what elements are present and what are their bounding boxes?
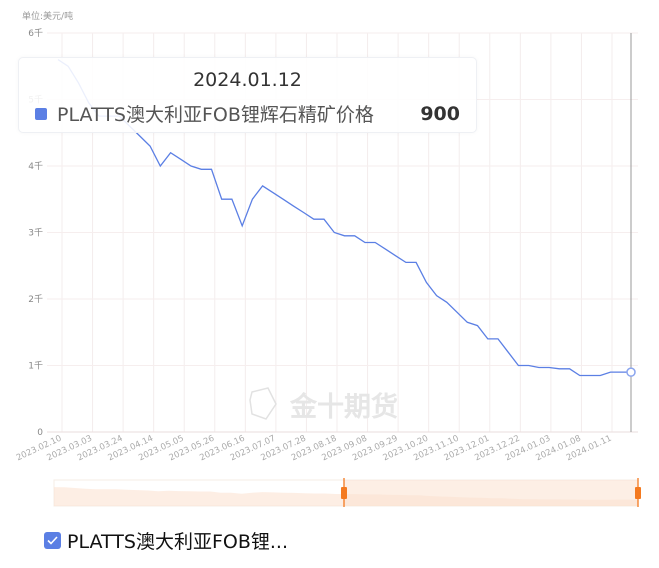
- legend-label: PLATTS澳大利亚FOB锂...: [67, 531, 288, 553]
- checkbox-checked-icon[interactable]: [44, 532, 61, 549]
- datazoom-selection: [344, 480, 638, 506]
- y-tick-label: 1千: [28, 361, 43, 372]
- datazoom-handle-right[interactable]: [635, 478, 641, 507]
- highlighted-point: [626, 367, 636, 377]
- y-tick-label: 3千: [28, 228, 43, 239]
- unit-label: 单位:美元/吨: [22, 12, 74, 22]
- y-tick-label: 6千: [28, 28, 43, 39]
- tooltip-value: 900: [420, 102, 460, 125]
- datazoom-handle-left[interactable]: [341, 478, 347, 507]
- line-chart: 01千2千3千4千5千6千金十期货2023.02.102023.03.03202…: [15, 28, 641, 507]
- watermark: 金十期货: [249, 387, 398, 423]
- watermark-text: 金十期货: [289, 391, 398, 423]
- tooltip-series-name: PLATTS澳大利亚FOB锂辉石精矿价格: [57, 104, 374, 126]
- y-tick-label: 4千: [28, 161, 43, 172]
- tooltip-date: 2024.01.12: [193, 69, 302, 91]
- series-color-swatch: [35, 107, 47, 120]
- y-tick-label: 0: [37, 428, 43, 438]
- handle-grip-icon: [341, 487, 347, 499]
- y-tick-label: 2千: [28, 294, 43, 305]
- handle-grip-icon: [635, 487, 641, 499]
- datazoom-slider: [53, 478, 641, 507]
- tooltip: 2024.01.12 PLATTS澳大利亚FOB锂辉石精矿价格 900: [18, 57, 477, 133]
- legend-item[interactable]: PLATTS澳大利亚FOB锂...: [44, 527, 288, 554]
- watermark-logo-icon: [249, 387, 277, 420]
- tooltip-row: PLATTS澳大利亚FOB锂辉石精矿价格 900: [35, 100, 460, 127]
